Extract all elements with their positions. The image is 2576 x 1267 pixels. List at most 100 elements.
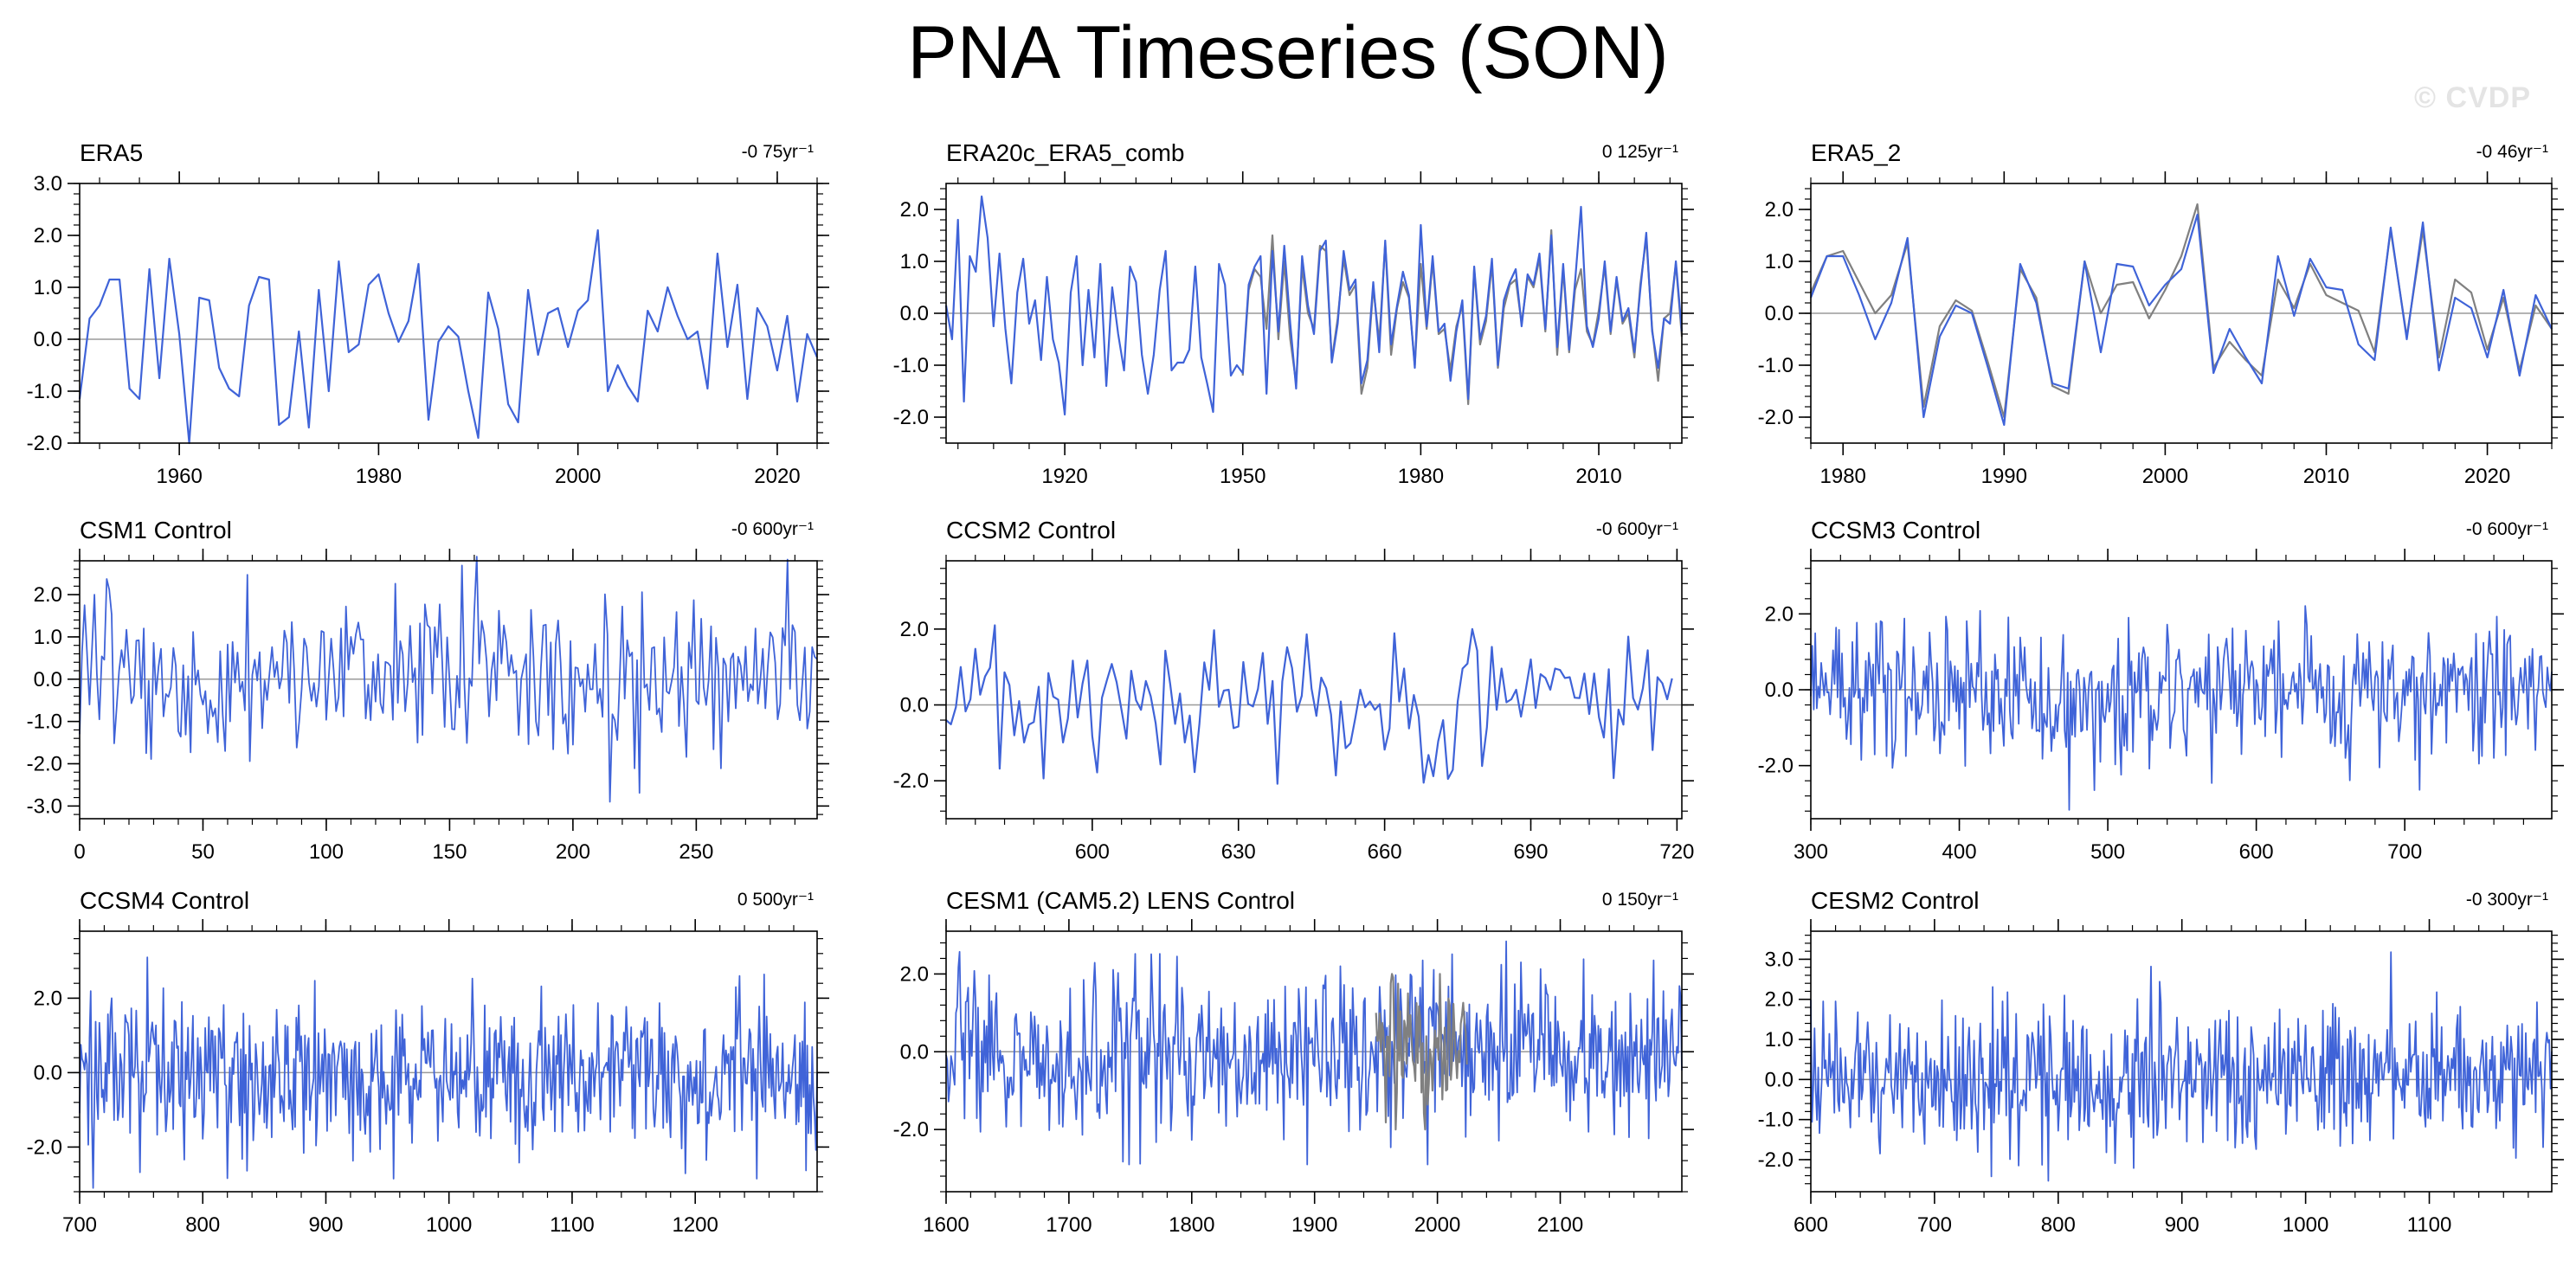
series-line-2 [1375,973,1468,1131]
panel-3: ERA5_2 -0 46yr⁻¹ -2.0 -1.0 0.0 1.0 2.0 1980 1990… [1758,139,2564,488]
y-tick-label: 1.0 [34,276,62,299]
series-line-1 [79,956,818,1189]
trend-label: 0 150yr⁻¹ [1602,890,1678,910]
y-tick-label: 2.0 [1765,198,1794,222]
x-tick-label: 900 [308,1213,343,1237]
x-tick-label: 0 [74,840,85,864]
trend-label: 0 125yr⁻¹ [1602,142,1678,162]
trend-label: -0 300yr⁻¹ [2466,890,2548,910]
x-tick-label: 660 [1368,840,1402,864]
series-line-1 [945,940,1683,1166]
x-tick-label: 1800 [1169,1213,1214,1237]
y-tick-label: -2.0 [1758,406,1794,429]
x-tick-label: 2100 [1537,1213,1583,1237]
x-tick-label: 300 [1794,840,1828,864]
x-tick-label: 400 [1942,840,1977,864]
x-tick-label: 2000 [1414,1213,1460,1237]
x-tick-label: 1200 [672,1213,718,1237]
trend-label: -0 600yr⁻¹ [2466,519,2548,539]
x-tick-label: 2020 [754,465,800,488]
panel-title: ERA5_2 [1811,139,1901,166]
series-line-1 [1810,951,2553,1182]
x-tick-label: 800 [185,1213,220,1237]
y-tick-label: -1.0 [27,711,62,734]
x-tick-label: 1100 [2407,1213,2452,1237]
y-tick-label: 0.0 [900,302,929,325]
panel-title: CESM2 Control [1811,887,1980,914]
y-tick-label: -2.0 [27,1135,62,1159]
panel-1: ERA5 -0 75yr⁻¹ -2.0 -1.0 0.0 1.0 2.0 3.0 1960 198… [27,139,829,488]
y-tick-label: -2.0 [893,1118,929,1142]
x-tick-label: 1900 [1291,1213,1337,1237]
y-tick-label: -3.0 [27,794,62,818]
series-line-2 [1809,213,2553,427]
x-tick-label: 720 [1659,840,1694,864]
x-tick-label: 2010 [2303,465,2349,488]
y-tick-label: -2.0 [1758,755,1794,778]
x-tick-label: 500 [2090,840,2125,864]
y-tick-label: -2.0 [27,432,62,455]
plot-frame [945,560,1683,820]
plot-frame [79,560,818,820]
panel-9: CESM2 Control -0 300yr⁻¹ -2.0 -1.0 0.0 1.0 2.0… [1758,887,2564,1237]
x-tick-label: 2010 [1575,465,1621,488]
panel-5: CCSM2 Control -0 600yr⁻¹ -2.0 0.0 2.0 600 630 6… [893,517,1695,864]
x-tick-label: 690 [1513,840,1548,864]
y-tick-label: 0.0 [900,694,929,717]
x-tick-label: 1980 [1398,465,1444,488]
panel-2: ERA20c_ERA5_comb 0 125yr⁻¹ -2.0 -1.0 0.0 1.0 2… [893,139,1694,488]
y-tick-label: -1.0 [27,380,62,403]
y-tick-label: 0.0 [34,1061,62,1084]
y-tick-label: 3.0 [34,172,62,196]
y-tick-label: -2.0 [893,406,929,429]
x-tick-label: 1920 [1041,465,1087,488]
y-tick-label: 0.0 [34,668,62,691]
x-tick-label: 200 [556,840,590,864]
x-tick-label: 700 [62,1213,97,1237]
x-tick-label: 900 [2165,1213,2199,1237]
x-tick-label: 1600 [923,1213,969,1237]
y-tick-label: 0.0 [1765,679,1794,702]
series-line-1 [945,624,1673,785]
panel-7: CCSM4 Control 0 500yr⁻¹ -2.0 0.0 2.0 700 800 90… [27,887,829,1237]
x-tick-label: 700 [2387,840,2422,864]
x-tick-label: 1950 [1220,465,1265,488]
y-tick-label: -1.0 [1758,1109,1794,1132]
y-tick-label: -1.0 [1758,354,1794,377]
trend-label: -0 600yr⁻¹ [1596,519,1678,539]
x-tick-label: 1960 [156,465,202,488]
panel-8: CESM1 (CAM5.2) LENS Control 0 150yr⁻¹ -2.0… [893,887,1694,1237]
trend-label: -0 46yr⁻¹ [2476,142,2548,162]
x-tick-label: 700 [1917,1213,1952,1237]
figure-title: PNA Timeseries (SON) [907,11,1669,94]
cvdp-watermark: © CVDP [2414,81,2531,114]
x-tick-label: 2000 [2142,465,2188,488]
panel-title: ERA5 [80,139,143,166]
panel-title: ERA20c_ERA5_comb [946,139,1184,166]
panel-title: CCSM3 Control [1811,517,1980,543]
x-tick-label: 630 [1221,840,1256,864]
y-tick-label: 0.0 [1765,1068,1794,1091]
x-tick-label: 600 [2239,840,2274,864]
panel-4: CSM1 Control -0 600yr⁻¹ -3.0 -2.0 -1.0 0.0 1.0… [27,517,829,864]
x-tick-label: 2000 [555,465,601,488]
y-tick-label: 2.0 [34,583,62,607]
x-tick-label: 600 [1075,840,1110,864]
y-tick-label: 2.0 [900,618,929,641]
x-tick-label: 1700 [1046,1213,1092,1237]
y-tick-label: 2.0 [34,224,62,248]
y-tick-label: 2.0 [900,962,929,986]
trend-label: -0 600yr⁻¹ [731,519,814,539]
panel-title: CCSM4 Control [80,887,249,914]
x-tick-label: 1990 [1981,465,2027,488]
panel-title: CSM1 Control [80,517,232,543]
x-tick-label: 50 [191,840,215,864]
y-tick-label: -2.0 [893,769,929,793]
series-line-1 [1241,228,1684,406]
y-tick-label: -2.0 [27,752,62,775]
trend-label: 0 500yr⁻¹ [737,890,814,910]
x-tick-label: 1980 [356,465,402,488]
y-tick-label: 1.0 [1765,1028,1794,1052]
y-tick-label: 0.0 [1765,302,1794,325]
